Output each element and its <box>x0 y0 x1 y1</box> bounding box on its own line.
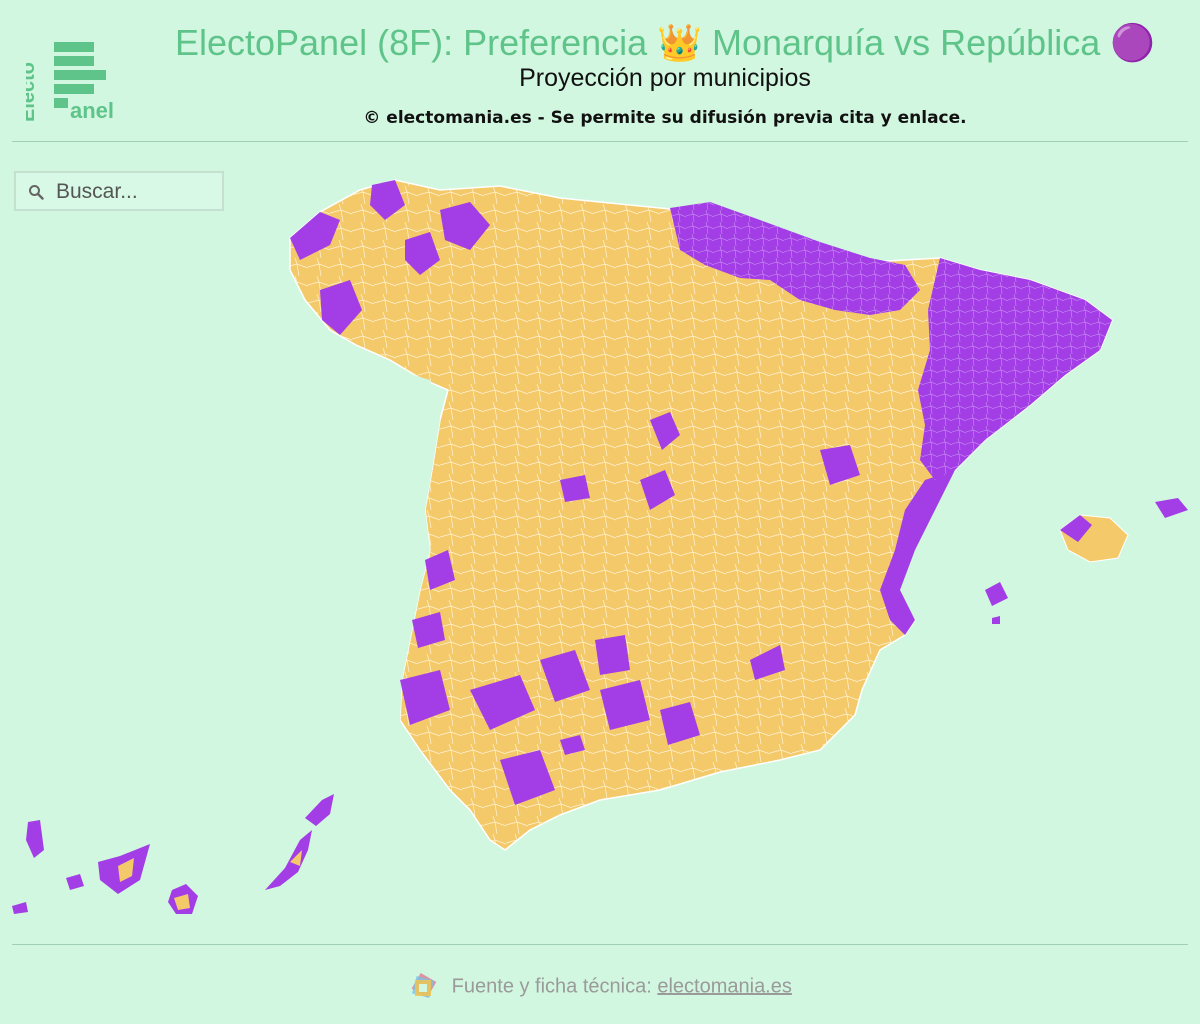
valencia-coast-region[interactable] <box>880 470 955 635</box>
page-subtitle: Proyección por municipios <box>519 64 811 92</box>
andalusia-patch-2[interactable] <box>470 675 535 730</box>
spain-municipal-map[interactable] <box>0 150 1200 940</box>
search-icon <box>29 185 44 200</box>
tenerife-yellow-patch[interactable] <box>118 858 134 882</box>
mallorca-west-patch[interactable] <box>1060 515 1092 542</box>
jaen-patch[interactable] <box>750 645 785 680</box>
electopanel-logo: Electo anel <box>26 42 114 122</box>
formentera-island[interactable] <box>992 616 1000 624</box>
logo-text-electo: Electo <box>26 62 39 122</box>
galicia-patch-2[interactable] <box>320 280 362 335</box>
header-divider <box>12 141 1188 142</box>
galicia-patch-1[interactable] <box>290 212 340 260</box>
asturias-patch[interactable] <box>440 202 490 250</box>
search-input[interactable] <box>54 177 223 207</box>
andalusia-patch-6[interactable] <box>500 750 555 805</box>
extremadura-patch-2[interactable] <box>412 612 445 648</box>
granada-patch[interactable] <box>560 735 585 755</box>
footer-label: Fuente y ficha técnica: <box>451 975 652 998</box>
andalusia-patch-3[interactable] <box>540 650 590 702</box>
gran-canaria-yellow-patch[interactable] <box>174 894 190 910</box>
cuenca-patch[interactable] <box>820 445 860 485</box>
lanzarote-island[interactable] <box>305 794 334 826</box>
electomania-logo-icon <box>411 972 437 999</box>
portugal-area <box>260 340 440 750</box>
footer: Fuente y ficha técnica: electomania.es <box>0 972 1200 1002</box>
search-box[interactable] <box>14 171 224 211</box>
mallorca-island[interactable] <box>1059 514 1129 563</box>
central-patch-2[interactable] <box>560 475 590 502</box>
andalusia-patch-4[interactable] <box>595 635 630 675</box>
footer-divider <box>12 944 1188 945</box>
fuerteventura-yellow-patch[interactable] <box>290 850 302 866</box>
galicia-patch-3[interactable] <box>370 180 405 220</box>
madrid-patch[interactable] <box>640 470 675 510</box>
la-gomera-island[interactable] <box>66 874 84 890</box>
fuerteventura-island[interactable] <box>265 830 312 890</box>
andalusia-patch-5[interactable] <box>600 680 650 730</box>
menorca-island[interactable] <box>1155 498 1188 518</box>
copyright-notice: © electomania.es - Se permite su difusió… <box>363 108 967 128</box>
extremadura-patch-1[interactable] <box>425 550 455 590</box>
leon-patch[interactable] <box>405 232 440 275</box>
el-hierro-island[interactable] <box>12 902 28 914</box>
andalusia-patch-1[interactable] <box>400 670 450 725</box>
andalusia-patch-7[interactable] <box>660 702 700 745</box>
central-patch-1[interactable] <box>650 412 680 450</box>
logo-text-anel: anel <box>70 98 114 122</box>
page-title: ElectoPanel (8F): Preferencia 👑 Monarquí… <box>174 22 1156 63</box>
la-palma-island[interactable] <box>26 820 44 858</box>
footer-source-link[interactable]: electomania.es <box>657 975 792 998</box>
ibiza-island[interactable] <box>985 582 1008 606</box>
